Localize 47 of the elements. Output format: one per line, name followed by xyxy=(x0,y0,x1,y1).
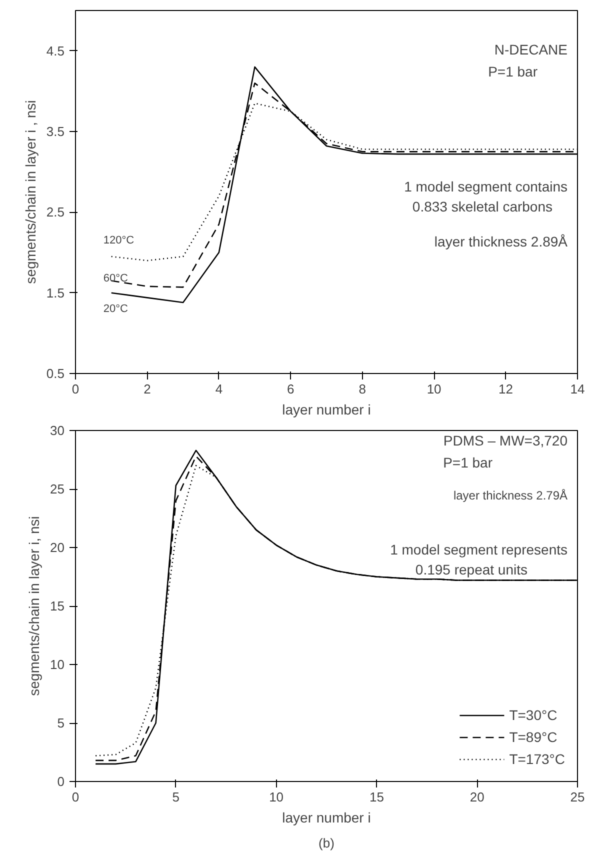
x-tick-label: 6 xyxy=(287,382,294,396)
annotation: layer thickness 2.89Å xyxy=(434,234,568,250)
x-tick-label: 2 xyxy=(144,382,151,396)
y-axis-title: segments/chain in layer i, nsi xyxy=(26,516,42,696)
y-tick-label: 0 xyxy=(57,774,65,789)
y-tick-label: 15 xyxy=(50,598,65,614)
x-tick-label: 20 xyxy=(470,790,484,804)
y-tick-label: 1.5 xyxy=(46,285,65,300)
x-tick-label: 0 xyxy=(72,382,80,396)
series-label: 120°C xyxy=(103,234,134,247)
y-tick-label: 5 xyxy=(57,716,65,730)
x-tick-label: 14 xyxy=(570,382,585,396)
annotation: 1 model segment represents xyxy=(390,542,568,558)
annotation: P=1 bar xyxy=(488,64,538,80)
x-tick-label: 15 xyxy=(369,790,384,804)
y-tick-label: 0.5 xyxy=(46,366,65,381)
x-axis-title: layer number i xyxy=(282,402,371,418)
x-tick-label: 5 xyxy=(172,790,180,804)
x-tick-label: 10 xyxy=(269,790,284,804)
annotation: P=1 bar xyxy=(443,454,493,470)
legend-label: T=173°C xyxy=(509,751,565,767)
x-axis-title: layer number i xyxy=(282,810,371,826)
x-tick-label: 8 xyxy=(358,382,366,396)
y-tick-label: 2.5 xyxy=(46,204,65,220)
series-label: 60°C xyxy=(103,272,128,285)
y-axis-title: segments/chain in layer i , nsi xyxy=(22,100,38,284)
x-tick-label: 4 xyxy=(215,382,223,396)
y-tick-label: 4.5 xyxy=(46,43,65,58)
text: (b) xyxy=(318,836,334,850)
y-tick-label: 3.5 xyxy=(46,124,65,139)
legend-label: T=89°C xyxy=(509,729,558,745)
y-tick-label: 20 xyxy=(50,540,65,555)
series-label: 20°C xyxy=(103,302,128,315)
annotation: N-DECANE xyxy=(494,42,568,58)
y-tick-label: 25 xyxy=(50,482,65,496)
annotation: 0.195 repeat units xyxy=(415,562,528,578)
x-tick-label: 0 xyxy=(72,790,80,804)
y-tick-label: 10 xyxy=(50,657,65,672)
annotation: 1 model segment contains xyxy=(404,178,568,194)
x-tick-label: 12 xyxy=(498,382,514,396)
annotation: layer thickness 2.79Å xyxy=(453,488,568,502)
x-tick-label: 10 xyxy=(426,382,442,396)
legend-label: T=30°C xyxy=(509,707,558,723)
x-tick-label: 25 xyxy=(570,790,585,804)
annotation: PDMS – MW=3,720 xyxy=(443,432,568,448)
annotation: 0.833 skeletal carbons xyxy=(412,198,553,214)
y-tick-label: 30 xyxy=(50,423,65,438)
